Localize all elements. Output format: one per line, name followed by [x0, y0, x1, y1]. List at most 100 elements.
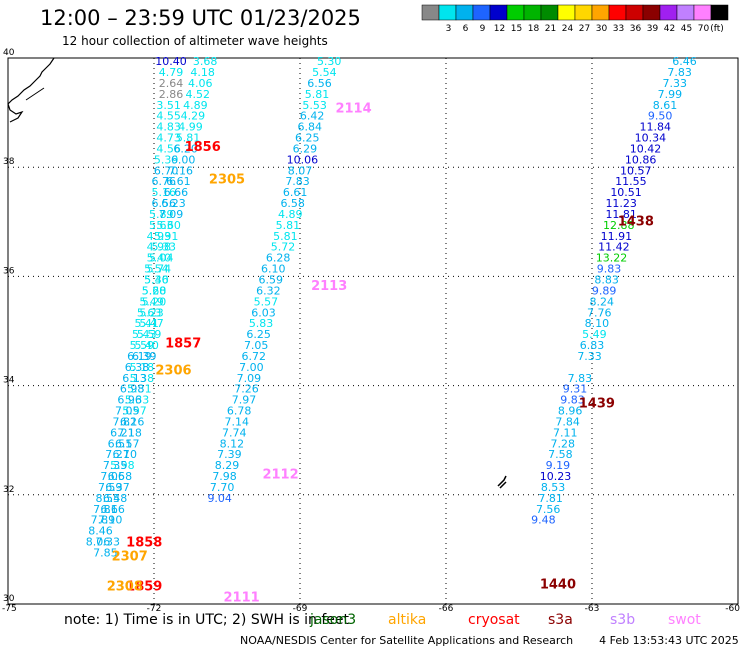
wave-height-label: 7.81	[93, 503, 118, 516]
wave-height-label: 13.22	[596, 252, 628, 265]
satellite-label: s3a	[548, 612, 573, 628]
wave-height-label: 7.58	[548, 448, 573, 461]
wave-height-label: 6.70	[154, 164, 179, 177]
x-tick-label: -66	[439, 604, 454, 614]
legend-tick-label: 42	[664, 24, 675, 34]
wave-height-label: 6.10	[261, 263, 286, 276]
wave-height-label: 3.51	[156, 99, 181, 112]
wave-height-label: 6.39	[132, 350, 157, 363]
wave-height-label: 6.19	[127, 350, 152, 363]
wave-height-label: 5.46	[144, 273, 169, 286]
wave-height-label: 6.66	[164, 186, 189, 199]
wave-height-label: 6.38	[125, 361, 150, 374]
wave-height-label: 4.29	[181, 110, 206, 123]
wave-height-label: 5.89	[149, 208, 174, 221]
wave-height-label: 6.72	[242, 350, 267, 363]
wave-height-label: 6.16	[120, 415, 145, 428]
wave-height-label: 6.58	[108, 470, 133, 483]
wave-height-label: 7.99	[658, 88, 683, 101]
pass-time-label: 1857	[165, 336, 201, 351]
wave-height-label: 4.79	[159, 66, 184, 79]
legend-swatch	[659, 4, 678, 21]
wave-height-label: 6.98	[120, 383, 145, 396]
wave-height-label: 4.73	[156, 132, 181, 145]
legend-tick-label: 33	[613, 24, 624, 34]
satellite-label: swot	[668, 612, 701, 628]
wave-height-label: 5.81	[273, 230, 298, 243]
wave-height-label: 11.84	[640, 121, 672, 134]
wave-height-label: 5.57	[254, 295, 279, 308]
wave-height-label: 4.06	[188, 77, 213, 90]
wave-height-label: 7.56	[536, 503, 561, 516]
wave-height-label: 5.53	[302, 99, 327, 112]
pass-time-labels: 2114 1856 2305 1438 2113 1857 2306 1439 2112 1858…	[107, 102, 654, 606]
wave-height-label: 8.29	[215, 459, 240, 472]
legend-tick-label: 45	[681, 24, 692, 34]
wave-height-label: 7.09	[237, 372, 262, 385]
wave-height-label: 8.61	[653, 99, 678, 112]
wave-height-label: 12.88	[603, 219, 635, 232]
x-tick-label: -69	[293, 604, 308, 614]
wave-height-label: 8.96	[558, 405, 583, 418]
wave-height-label: 3.68	[193, 55, 218, 68]
y-tick-label: 32	[3, 485, 14, 495]
y-tick-label: 30	[3, 594, 15, 604]
wave-height-label: 5.59	[130, 339, 155, 352]
legend-tick-label: 39	[647, 24, 659, 34]
legend-tick-label: 27	[579, 24, 590, 34]
legend-tick-label: 24	[562, 24, 574, 34]
wave-height-label: 5.63	[137, 306, 162, 319]
footer-timestamp: 4 Feb 13:53:43 UTC 2025	[599, 634, 739, 647]
wave-height-label: 7.76	[587, 306, 612, 319]
wave-height-label: 5.18	[130, 361, 155, 374]
wave-height-label: 6.61	[283, 186, 308, 199]
pass-time-label: 2305	[209, 173, 245, 188]
wave-height-label: 6.21	[110, 426, 135, 439]
wave-height-label: 6.46	[672, 55, 697, 68]
legend-swatch	[710, 4, 729, 21]
wave-height-label: 6.00	[171, 153, 196, 166]
wave-height-label: 7.83	[568, 372, 593, 385]
wave-height-label: 7.33	[662, 77, 687, 90]
wave-height-label: 7.98	[212, 470, 237, 483]
footer-center: NOAA/NESDIS Center for Satellite Applica…	[240, 634, 574, 647]
wave-height-label: 5.63	[149, 219, 174, 232]
legend-swatch	[591, 4, 610, 21]
wave-height-label: 8.06	[86, 536, 111, 549]
wave-height-label: 2.64	[159, 77, 184, 90]
wave-height-label: 4.93	[147, 230, 172, 243]
wave-height-label: 11.42	[598, 241, 630, 254]
wave-height-label: 7.33	[96, 536, 121, 549]
wave-height-label: 5.81	[305, 88, 330, 101]
wave-height-label: 6.58	[280, 197, 305, 210]
wave-height-label: 5.20	[142, 295, 167, 308]
wave-height-label: 5.98	[110, 459, 135, 472]
wave-height-label: 5.28	[142, 284, 167, 297]
wave-height-label: 11.81	[605, 208, 637, 221]
wave-height-label: 11.23	[605, 197, 637, 210]
pass-time-label: 1438	[618, 215, 654, 230]
wave-height-label: 7.05	[244, 339, 269, 352]
wave-height-label: 6.84	[297, 121, 322, 134]
pass-time-label: 2308	[107, 579, 143, 594]
wave-height-label: 10.57	[620, 164, 652, 177]
pass-time-label: 1856	[185, 140, 221, 155]
y-tick-label: 40	[3, 48, 15, 58]
wave-height-label: 6.48	[103, 492, 128, 505]
wave-height-label: 7.00	[239, 361, 264, 374]
wave-height-label: 5.49	[139, 295, 164, 308]
wave-height-label: 5.40	[134, 339, 159, 352]
wave-height-label: 5.83	[249, 317, 274, 330]
y-tick-label: 34	[3, 376, 15, 386]
legend-swatch	[489, 4, 508, 21]
wave-height-label: 4.52	[186, 88, 211, 101]
wave-height-label: 4.99	[178, 121, 203, 134]
wave-height-label: 11.91	[601, 230, 633, 243]
wave-height-label: 4.89	[183, 99, 208, 112]
wave-height-label: 9.48	[531, 514, 556, 527]
wave-height-label: 10.23	[540, 470, 572, 483]
wave-height-label: 6.59	[259, 273, 284, 286]
pass-time-label: 2111	[224, 590, 260, 605]
wave-height-label: 7.05	[115, 405, 140, 418]
legend-tick-label: 21	[545, 24, 556, 34]
